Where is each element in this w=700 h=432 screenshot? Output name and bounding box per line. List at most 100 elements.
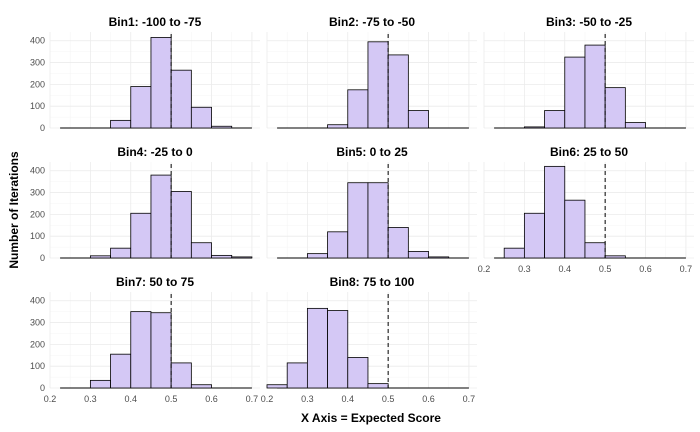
histogram-bar — [544, 165, 566, 259]
histogram-bar — [564, 199, 586, 259]
histogram-bar — [347, 182, 369, 259]
panel-title-2: Bin2: -75 to -50 — [329, 15, 415, 29]
x-tick-label: 0.6 — [205, 394, 218, 404]
histogram-bar — [367, 182, 389, 259]
y-tick-label: 0 — [40, 383, 45, 393]
histogram-bar — [367, 41, 389, 129]
x-tick-label: 0.3 — [84, 394, 97, 404]
panel-4: Bin4: -25 to 0 0 100 200 300 400 — [30, 145, 260, 263]
panel-title-5: Bin5: 0 to 25 — [336, 145, 408, 159]
panel-8: Bin8: 75 to 100 0.2 0.3 0.4 0.5 0.6 0.7 — [261, 275, 477, 404]
y-tick-label: 300 — [30, 188, 45, 198]
panel-title-7: Bin7: 50 to 75 — [116, 275, 194, 289]
histogram-bar — [110, 119, 132, 129]
panel-title-4: Bin4: -25 to 0 — [117, 145, 193, 159]
x-tick-label: 0.7 — [246, 394, 259, 404]
histogram-bar — [190, 384, 212, 389]
histogram-bar — [170, 362, 192, 389]
histogram-bar — [306, 307, 328, 389]
histogram-bar — [347, 357, 369, 389]
x-tick-label: 0.2 — [261, 394, 274, 404]
y-tick-label: 100 — [30, 361, 45, 371]
histogram-bar — [130, 212, 152, 259]
histogram-bar — [387, 54, 409, 129]
histogram-bar — [604, 87, 626, 129]
histogram-bar — [130, 86, 152, 129]
histogram-bar — [190, 242, 212, 259]
panel-7: Bin7: 50 to 75 0 100 200 300 400 0.2 0.3 0.4 0.5 0… — [30, 275, 260, 404]
y-tick-label: 0 — [40, 123, 45, 133]
histogram-bar — [407, 110, 429, 129]
panel-2: Bin2: -75 to -50 — [266, 15, 477, 129]
y-tick-label: 300 — [30, 58, 45, 68]
histogram-bar — [584, 242, 606, 259]
x-tick-label: 0.4 — [125, 394, 138, 404]
x-tick-label: 0.3 — [518, 264, 531, 274]
x-tick-label: 0.4 — [342, 394, 355, 404]
panel-1: Bin1: -100 to -75 0 100 200 300 400 — [30, 15, 260, 133]
histogram-bar — [190, 106, 212, 129]
x-tick-label: 0.4 — [559, 264, 572, 274]
histogram-bar — [523, 126, 545, 129]
histogram-bar — [266, 384, 288, 389]
y-tick-label: 400 — [30, 166, 45, 176]
histogram-bar — [523, 212, 545, 259]
histogram-bar — [170, 69, 192, 129]
histogram-bar — [327, 124, 349, 129]
histogram-bar — [367, 383, 389, 389]
histogram-bar — [306, 253, 328, 259]
histogram-bar — [110, 247, 132, 259]
y-tick-label: 200 — [30, 79, 45, 89]
histogram-bar — [347, 89, 369, 129]
panel-6: Bin6: 25 to 50 0.2 0.3 0.4 0.5 0.6 0.7 — [478, 145, 694, 274]
x-tick-label: 0.5 — [165, 394, 178, 404]
histogram-bar — [428, 256, 450, 259]
x-tick-label: 0.7 — [463, 394, 476, 404]
y-axis-title: Number of Iterations — [7, 151, 21, 269]
y-tick-label: 0 — [40, 253, 45, 263]
histogram-bar — [584, 44, 606, 129]
histogram-bar — [327, 231, 349, 259]
histogram-bar — [503, 247, 525, 259]
histogram-bar — [327, 310, 349, 389]
panel-5: Bin5: 0 to 25 — [266, 145, 477, 259]
histogram-bar — [604, 255, 626, 259]
histogram-bar — [624, 122, 646, 129]
histogram-bar — [150, 37, 172, 129]
x-tick-label: 0.6 — [639, 264, 652, 274]
x-tick-label: 0.5 — [599, 264, 612, 274]
y-tick-label: 400 — [30, 36, 45, 46]
x-axis-title: X Axis = Expected Score — [301, 411, 441, 425]
histogram-bar — [89, 255, 111, 259]
histogram-bar — [150, 174, 172, 259]
y-tick-label: 200 — [30, 209, 45, 219]
panel-title-3: Bin3: -50 to -25 — [546, 15, 632, 29]
histogram-bar — [150, 312, 172, 389]
histogram-bar — [286, 362, 308, 389]
y-tick-label: 200 — [30, 339, 45, 349]
histogram-bar — [130, 311, 152, 389]
x-tick-label: 0.2 — [478, 264, 491, 274]
x-tick-label: 0.7 — [680, 264, 693, 274]
histogram-bar — [544, 110, 566, 129]
histogram-bar — [211, 254, 233, 259]
histogram-bar — [170, 191, 192, 259]
histogram-bar — [564, 56, 586, 129]
x-tick-label: 0.3 — [301, 394, 314, 404]
histogram-bar — [387, 227, 409, 259]
panel-title-1: Bin1: -100 to -75 — [109, 15, 202, 29]
histogram-bar — [407, 251, 429, 259]
panel-title-6: Bin6: 25 to 50 — [550, 145, 628, 159]
y-tick-label: 100 — [30, 231, 45, 241]
x-tick-label: 0.5 — [382, 394, 395, 404]
panel-title-8: Bin8: 75 to 100 — [330, 275, 415, 289]
y-tick-label: 300 — [30, 318, 45, 328]
x-tick-label: 0.6 — [422, 394, 435, 404]
panel-3: Bin3: -50 to -25 — [483, 15, 694, 129]
histogram-bar — [211, 125, 233, 129]
histogram-bar — [110, 353, 132, 389]
y-tick-label: 400 — [30, 296, 45, 306]
y-tick-label: 100 — [30, 101, 45, 111]
x-tick-label: 0.2 — [44, 394, 57, 404]
